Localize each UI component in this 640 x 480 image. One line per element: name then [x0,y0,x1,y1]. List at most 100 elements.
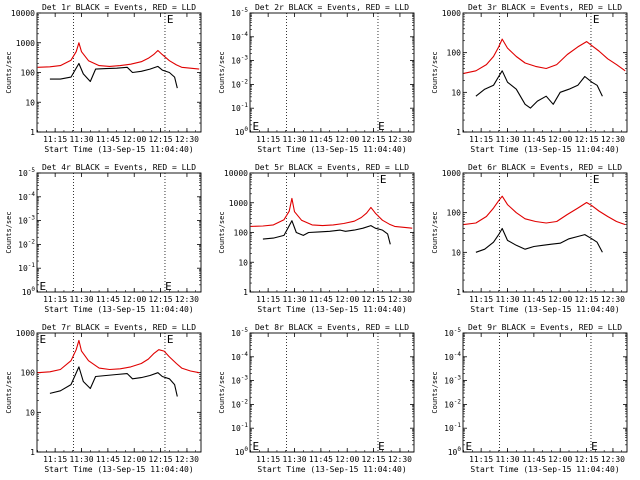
series-line-events [475,70,603,109]
series-line-lld [250,197,413,229]
x-tick-label: 11:45 [96,455,120,464]
y-tick-label: 10-1 [444,422,461,433]
x-axis-label: Start Time (13-Sep-15 11:04:40) [470,145,619,154]
plot-frame [36,12,202,133]
y-axis-label: Counts/sec [5,51,13,93]
event-marker: E [167,13,174,26]
detector-panel-4: Det 4r BLACK = Events, RED = LLD 100 10-1 1… [0,160,213,320]
x-tick-label: 12:00 [335,295,359,304]
x-tick-label: 12:00 [122,455,146,464]
event-marker: E [165,280,172,293]
chart-title: Det 2r BLACK = Events, RED = LLD [255,3,409,12]
x-tick-label: 12:15 [362,295,386,304]
x-tick-label: 11:30 [282,455,306,464]
y-axis-label: Counts/sec [431,51,439,93]
chart-title: Det 1r BLACK = Events, RED = LLD [42,3,196,12]
y-tick-label: 100 [21,369,36,378]
detector-panel-3: Det 3r BLACK = Events, RED = LLD 1 10 100 10… [426,0,639,160]
x-tick-label: 12:30 [388,135,412,144]
y-tick-label: 100 [235,446,249,457]
y-tick-label: 1000 [16,329,35,338]
x-tick-label: 12:15 [149,135,173,144]
x-tick-label: 12:00 [548,295,572,304]
x-tick-label: 11:15 [43,295,67,304]
y-tick-label: 10-4 [18,191,35,202]
y-axis-label: Counts/sec [431,211,439,253]
event-marker: E [252,120,259,133]
y-tick-label: 10 [25,408,35,417]
x-tick-label: 11:45 [309,455,333,464]
y-tick-label: 10 [238,258,248,267]
y-axis-label: Counts/sec [218,371,226,413]
x-tick-label: 12:00 [122,295,146,304]
y-tick-label: 1 [243,288,248,297]
chart-title: Det 7r BLACK = Events, RED = LLD [42,323,196,332]
x-tick-label: 12:30 [601,135,625,144]
y-tick-label: 1 [30,128,35,137]
chart-title: Det 9r BLACK = Events, RED = LLD [468,323,622,332]
x-tick-label: 12:15 [575,135,599,144]
x-tick-label: 12:30 [175,455,199,464]
series-line-events [475,227,603,253]
y-tick-label: 10000 [224,169,248,178]
x-tick-label: 11:45 [96,135,120,144]
x-tick-label: 11:45 [522,135,546,144]
plot-frame [249,332,415,453]
y-tick-label: 10-3 [231,375,248,386]
event-marker: E [380,173,387,186]
event-marker: E [39,333,46,346]
y-tick-label: 100 [21,69,36,78]
x-tick-label: 12:00 [548,135,572,144]
y-tick-label: 10 [451,88,461,97]
y-tick-label: 10-1 [18,262,35,273]
y-tick-label: 10 [451,248,461,257]
y-tick-label: 10-5 [231,327,248,338]
x-tick-label: 12:30 [601,295,625,304]
y-tick-label: 1000 [229,199,248,208]
detector-chart-svg: Det 2r BLACK = Events, RED = LLD 100 10-1 1… [218,3,415,154]
y-tick-label: 10-2 [231,78,248,89]
x-axis-label: Start Time (13-Sep-15 11:04:40) [257,465,406,474]
plot-frame [462,332,628,453]
detector-panel-2: Det 2r BLACK = Events, RED = LLD 100 10-1 1… [213,0,426,160]
series-line-events [262,220,391,245]
detector-panel-7: Det 7r BLACK = Events, RED = LLD 1 10 100 10… [0,320,213,480]
y-axis-label: Counts/sec [218,51,226,93]
x-tick-label: 12:15 [362,455,386,464]
y-tick-label: 100 [447,49,462,58]
x-tick-label: 11:30 [69,455,93,464]
x-tick-label: 11:45 [522,455,546,464]
series-line-lld [37,42,200,70]
y-tick-label: 10-4 [444,351,461,362]
x-tick-label: 12:00 [122,135,146,144]
y-axis-label: Counts/sec [5,211,13,253]
y-tick-label: 1000 [442,169,461,178]
x-axis-label: Start Time (13-Sep-15 11:04:40) [44,465,193,474]
x-tick-label: 11:30 [495,135,519,144]
x-tick-label: 11:15 [469,455,493,464]
y-tick-label: 10-5 [444,327,461,338]
x-tick-label: 11:30 [282,295,306,304]
y-tick-label: 10-5 [231,7,248,18]
detector-panel-5: Det 5r BLACK = Events, RED = LLD 1 10 100 10… [213,160,426,320]
detector-chart-svg: Det 9r BLACK = Events, RED = LLD 100 10-1 1… [431,323,628,474]
detector-chart-svg: Det 7r BLACK = Events, RED = LLD 1 10 100 10… [5,323,202,474]
y-tick-label: 10000 [11,9,35,18]
event-marker: E [167,333,174,346]
event-marker: E [378,440,385,453]
x-tick-label: 12:30 [388,455,412,464]
x-tick-label: 11:15 [43,455,67,464]
x-tick-label: 12:00 [548,455,572,464]
x-tick-label: 11:30 [495,455,519,464]
x-tick-label: 11:15 [469,295,493,304]
y-tick-label: 100 [447,209,462,218]
y-tick-label: 10-5 [18,167,35,178]
detector-chart-svg: Det 4r BLACK = Events, RED = LLD 100 10-1 1… [5,163,202,314]
x-tick-label: 11:15 [43,135,67,144]
series-line-events [49,62,178,89]
detector-chart-svg: Det 8r BLACK = Events, RED = LLD 100 10-1 1… [218,323,415,474]
y-tick-label: 10-2 [444,398,461,409]
detector-panel-6: Det 6r BLACK = Events, RED = LLD 1 10 100 10… [426,160,639,320]
y-tick-label: 10-1 [231,422,248,433]
